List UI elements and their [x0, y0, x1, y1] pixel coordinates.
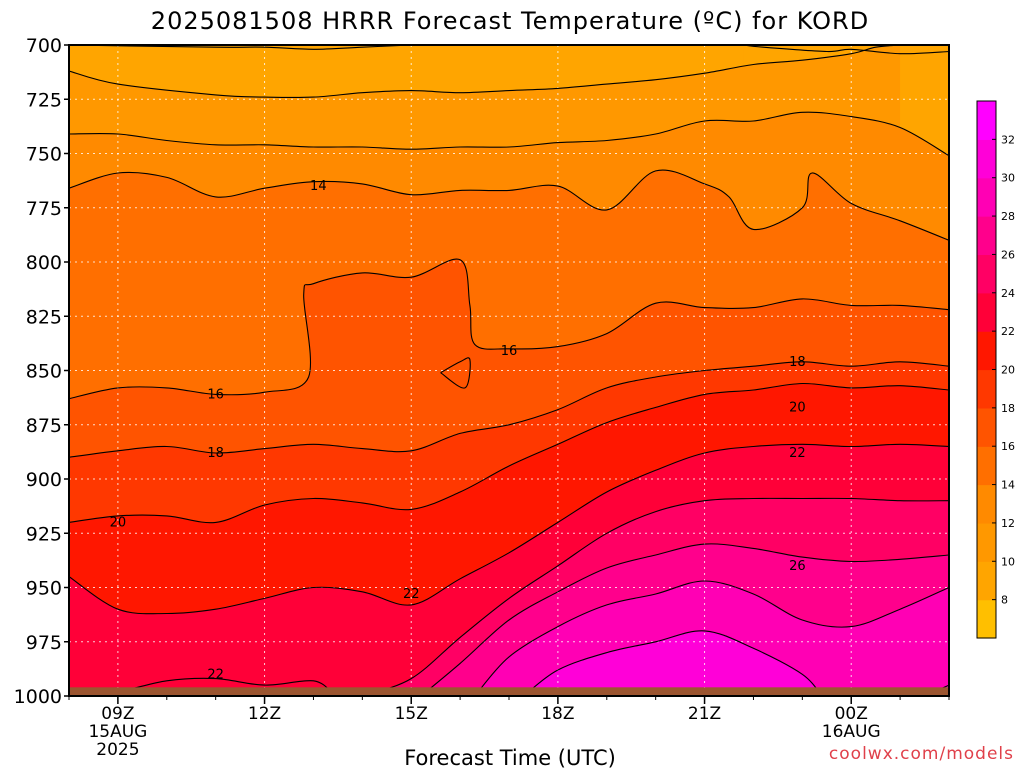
- y-axis: 700 725 750 775 800 825 850 875 900 925 950 975 1000: [14, 35, 69, 708]
- colorbar-tick-label: 18: [1001, 402, 1015, 415]
- x-tick-label: 2025: [96, 740, 139, 760]
- colorbar-swatch: [977, 292, 996, 332]
- isotherm-30: [523, 630, 823, 696]
- isotherm-24: [362, 497, 949, 696]
- y-tick-label: 750: [26, 144, 62, 166]
- x-tick-label: 12Z: [248, 704, 281, 724]
- isotherm-12: [69, 111, 949, 157]
- contour-label-group: 14 16 16 18 18 20 20 22 22 22 26: [110, 179, 806, 682]
- grid-lines: [69, 45, 949, 696]
- isotherm-contours: [69, 45, 949, 696]
- temperature-fill: [69, 45, 949, 696]
- y-tick-label: 975: [26, 632, 62, 654]
- colorbar-swatch: [977, 407, 996, 447]
- contour-label: 14: [310, 179, 327, 194]
- isotherm-10: [69, 45, 901, 99]
- isotherm-28: [474, 580, 949, 696]
- contour-label: 18: [207, 446, 224, 461]
- colorbar-tick-label: 32: [1001, 133, 1015, 146]
- y-tick-label: 850: [26, 361, 62, 383]
- colorbar-tick-label: 26: [1001, 248, 1015, 261]
- isotherm-20: [69, 382, 949, 524]
- colorbar-tick-label: 8: [1001, 594, 1008, 607]
- x-tick-label: 00Z: [835, 704, 868, 724]
- y-tick-label: 700: [26, 35, 62, 57]
- y-tick-label: 775: [26, 198, 62, 220]
- contour-label: 16: [501, 344, 518, 359]
- y-tick-label: 875: [26, 415, 62, 437]
- contour-label: 20: [110, 515, 127, 530]
- colorbar: 8 10 12 14 16 18 20 22 24 26 28 30 32: [976, 100, 1015, 639]
- colorbar-swatch: [977, 484, 996, 524]
- colorbar-swatch: [977, 522, 996, 562]
- colorbar-tick-label: 14: [1001, 479, 1015, 492]
- temperature-band-30: [523, 630, 822, 696]
- chart-title: 2025081508 HRRR Forecast Temperature (ºC…: [151, 7, 869, 35]
- isotherm-16: [440, 357, 471, 389]
- colorbar-swatch: [977, 369, 996, 409]
- x-tick-label: 09Z: [101, 704, 134, 724]
- x-tick-label: 18Z: [541, 704, 574, 724]
- contour-label: 22: [403, 587, 420, 602]
- colorbar-swatch: [977, 254, 996, 294]
- colorbar-tick-label: 28: [1001, 210, 1015, 223]
- colorbar-swatch: [977, 177, 996, 217]
- colorbar-swatch: [977, 599, 996, 639]
- isotherm-22: [69, 443, 949, 615]
- colorbar-tick-label: 12: [1001, 517, 1015, 530]
- colorbar-swatch: [977, 331, 996, 371]
- x-tick-label: 16AUG: [822, 722, 881, 742]
- x-tick-label: 21Z: [688, 704, 721, 724]
- contour-label: 18: [789, 355, 806, 370]
- contour-label: 22: [207, 667, 224, 682]
- colorbar-swatch: [977, 216, 996, 256]
- colorbar-tick-label: 22: [1001, 325, 1015, 338]
- colorbar-tick-label: 16: [1001, 440, 1015, 453]
- y-tick-label: 950: [26, 578, 62, 600]
- ground-surface: [69, 687, 949, 696]
- y-tick-label: 900: [26, 469, 62, 491]
- ground-strip: [69, 687, 949, 696]
- colorbar-tick-label: 20: [1001, 364, 1015, 377]
- x-tick-label: 15Z: [395, 704, 428, 724]
- y-tick-label: 725: [26, 89, 62, 111]
- colorbar-tick-label: 30: [1001, 172, 1015, 185]
- contour-label: 16: [207, 387, 224, 402]
- x-axis-title: Forecast Time (UTC): [404, 746, 616, 768]
- isotherm-16: [69, 258, 949, 400]
- y-tick-label: 800: [26, 252, 62, 274]
- x-tick-label: 15AUG: [88, 722, 147, 742]
- credit-text: coolwx.com/models: [829, 744, 1014, 764]
- colorbar-tick-label: 10: [1001, 555, 1015, 568]
- contour-label: 26: [789, 559, 806, 574]
- colorbar-swatch: [977, 139, 996, 179]
- y-tick-label: 1000: [14, 686, 62, 708]
- contour-label: 20: [789, 400, 806, 415]
- isotherm-8: [69, 45, 412, 50]
- y-tick-label: 825: [26, 306, 62, 328]
- isotherm-8: [743, 45, 949, 55]
- contour-label: 22: [789, 446, 806, 461]
- colorbar-tick-label: 24: [1001, 287, 1015, 300]
- y-tick-label: 925: [26, 523, 62, 545]
- isotherm-26: [420, 543, 949, 696]
- colorbar-swatch: [977, 101, 996, 140]
- colorbar-swatch: [977, 561, 996, 601]
- colorbar-swatch: [977, 446, 996, 486]
- isotherm-18: [69, 361, 949, 458]
- temperature-band-16: [440, 357, 471, 389]
- isotherm-14: [69, 169, 949, 241]
